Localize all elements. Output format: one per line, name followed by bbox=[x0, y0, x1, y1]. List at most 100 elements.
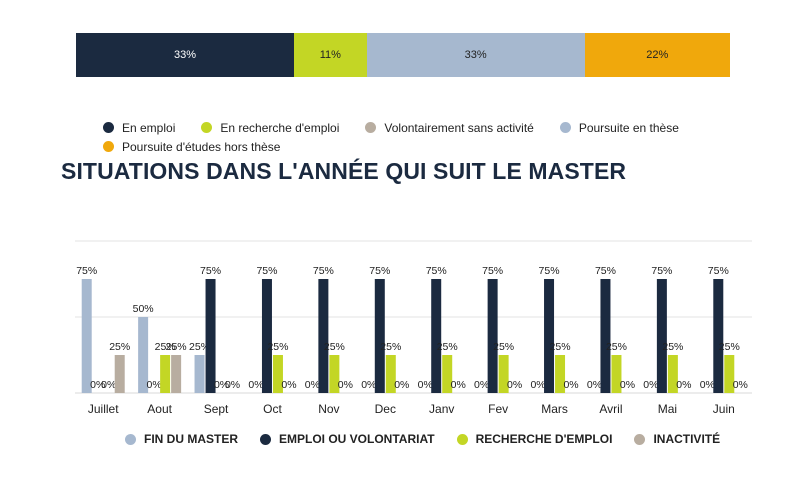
data-label: 0% bbox=[90, 379, 105, 391]
legend-item[interactable]: En recherche d'emploi bbox=[201, 118, 339, 137]
data-label: 25% bbox=[662, 341, 683, 353]
data-label: 25% bbox=[380, 341, 401, 353]
x-tick-label: Juin bbox=[713, 402, 735, 416]
x-tick-label: Mai bbox=[658, 402, 677, 416]
x-tick-label: Sept bbox=[204, 402, 229, 416]
bar bbox=[431, 279, 442, 393]
bar bbox=[555, 355, 566, 393]
data-label: 0% bbox=[418, 379, 433, 391]
legend-label: INACTIVITÉ bbox=[653, 432, 721, 446]
data-label: 75% bbox=[426, 265, 447, 277]
bar bbox=[385, 355, 396, 393]
x-tick-label: Dec bbox=[375, 402, 396, 416]
data-label: 0% bbox=[563, 379, 578, 391]
stacked-bar: 33% 11% 33% 22% bbox=[76, 33, 730, 77]
data-label: 75% bbox=[708, 265, 729, 277]
data-label: 0% bbox=[214, 379, 229, 391]
data-label: 0% bbox=[700, 379, 715, 391]
legend-item[interactable]: Poursuite en thèse bbox=[559, 118, 679, 137]
bar bbox=[611, 355, 622, 393]
bar bbox=[261, 279, 272, 393]
bar bbox=[667, 355, 678, 393]
data-label: 0% bbox=[281, 379, 296, 391]
legend-item[interactable]: EMPLOI OU VOLONTARIAT bbox=[260, 432, 435, 446]
legend-label: RECHERCHE D'EMPLOI bbox=[475, 432, 613, 446]
data-label: 25% bbox=[606, 341, 627, 353]
x-tick-label: Nov bbox=[318, 402, 339, 416]
data-label: 0% bbox=[643, 379, 658, 391]
legend-dot-icon bbox=[559, 122, 571, 133]
data-label: 75% bbox=[313, 265, 334, 277]
legend-label: FIN DU MASTER bbox=[144, 432, 238, 446]
data-label: 25% bbox=[324, 341, 345, 353]
bar bbox=[318, 279, 329, 393]
legend-label: Volontairement sans activité bbox=[384, 120, 534, 135]
segment-label: 11% bbox=[319, 49, 341, 61]
x-tick-label: Oct bbox=[263, 402, 282, 416]
legend-label: Poursuite en thèse bbox=[578, 120, 679, 135]
bar bbox=[713, 279, 724, 393]
legend-dot-icon bbox=[365, 122, 377, 133]
data-label: 0% bbox=[248, 379, 263, 391]
data-label: 25% bbox=[267, 341, 288, 353]
data-label: 0% bbox=[733, 379, 748, 391]
legend-item[interactable]: RECHERCHE D'EMPLOI bbox=[456, 432, 613, 446]
bar bbox=[272, 355, 283, 393]
data-label: 0% bbox=[507, 379, 522, 391]
legend-item[interactable]: FIN DU MASTER bbox=[125, 432, 238, 446]
x-tick-label: Juillet bbox=[88, 402, 119, 416]
legend-label: En recherche d'emploi bbox=[220, 120, 340, 135]
bar bbox=[329, 355, 340, 393]
data-label: 75% bbox=[369, 265, 390, 277]
x-tick-label: Avril bbox=[599, 402, 622, 416]
data-label: 0% bbox=[451, 379, 466, 391]
data-label: 0% bbox=[101, 379, 116, 391]
legend-label: EMPLOI OU VOLONTARIAT bbox=[279, 432, 435, 446]
legend-label: Poursuite d'études hors thèse bbox=[122, 139, 281, 154]
data-label: 75% bbox=[200, 265, 221, 277]
data-label: 25% bbox=[493, 341, 514, 353]
data-label: 0% bbox=[620, 379, 635, 391]
segment-label: 33% bbox=[464, 49, 487, 61]
data-label: 50% bbox=[133, 303, 154, 315]
stacked-segment: 22% bbox=[584, 33, 730, 77]
data-label: 0% bbox=[394, 379, 409, 391]
data-label: 75% bbox=[256, 265, 277, 277]
legend-item[interactable]: Volontairement sans activité bbox=[365, 118, 534, 137]
bar bbox=[724, 355, 735, 393]
chart-title: SITUATIONS DANS L'ANNÉE QUI SUIT LE MAST… bbox=[61, 158, 627, 184]
data-label: 25% bbox=[550, 341, 571, 353]
bar bbox=[81, 279, 92, 393]
data-label: 75% bbox=[595, 265, 616, 277]
bar bbox=[544, 279, 555, 393]
bar bbox=[138, 317, 149, 393]
bar bbox=[487, 279, 498, 393]
legend-label: En emploi bbox=[122, 120, 176, 135]
stacked-segment: 11% bbox=[294, 33, 367, 77]
x-tick-label: Fev bbox=[488, 402, 508, 416]
legend-dot-icon bbox=[634, 433, 646, 445]
data-label: 25% bbox=[189, 341, 210, 353]
data-label: 75% bbox=[482, 265, 503, 277]
legend-dot-icon bbox=[456, 433, 468, 445]
legend-dot-icon bbox=[201, 122, 213, 133]
legend-dot-icon bbox=[103, 122, 114, 133]
legend-item[interactable]: INACTIVITÉ bbox=[634, 432, 720, 446]
bottom-legend: FIN DU MASTER EMPLOI OU VOLONTARIAT RECHER… bbox=[125, 432, 742, 446]
x-tick-label: Mars bbox=[541, 402, 568, 416]
top-legend: En emploi En recherche d'emploi Volontaire… bbox=[103, 118, 743, 156]
legend-item[interactable]: Poursuite d'études hors thèse bbox=[103, 137, 280, 156]
data-label: 0% bbox=[474, 379, 489, 391]
data-label: 25% bbox=[719, 341, 740, 353]
bar bbox=[114, 355, 125, 393]
data-label: 0% bbox=[147, 379, 162, 391]
stacked-segment: 33% bbox=[76, 33, 294, 77]
data-label: 75% bbox=[76, 265, 97, 277]
legend-dot-icon bbox=[260, 433, 271, 445]
data-label: 25% bbox=[437, 341, 458, 353]
legend-item[interactable]: En emploi bbox=[103, 118, 175, 137]
bar bbox=[442, 355, 453, 393]
data-label: 25% bbox=[109, 341, 130, 353]
x-tick-label: Janv bbox=[429, 402, 454, 416]
